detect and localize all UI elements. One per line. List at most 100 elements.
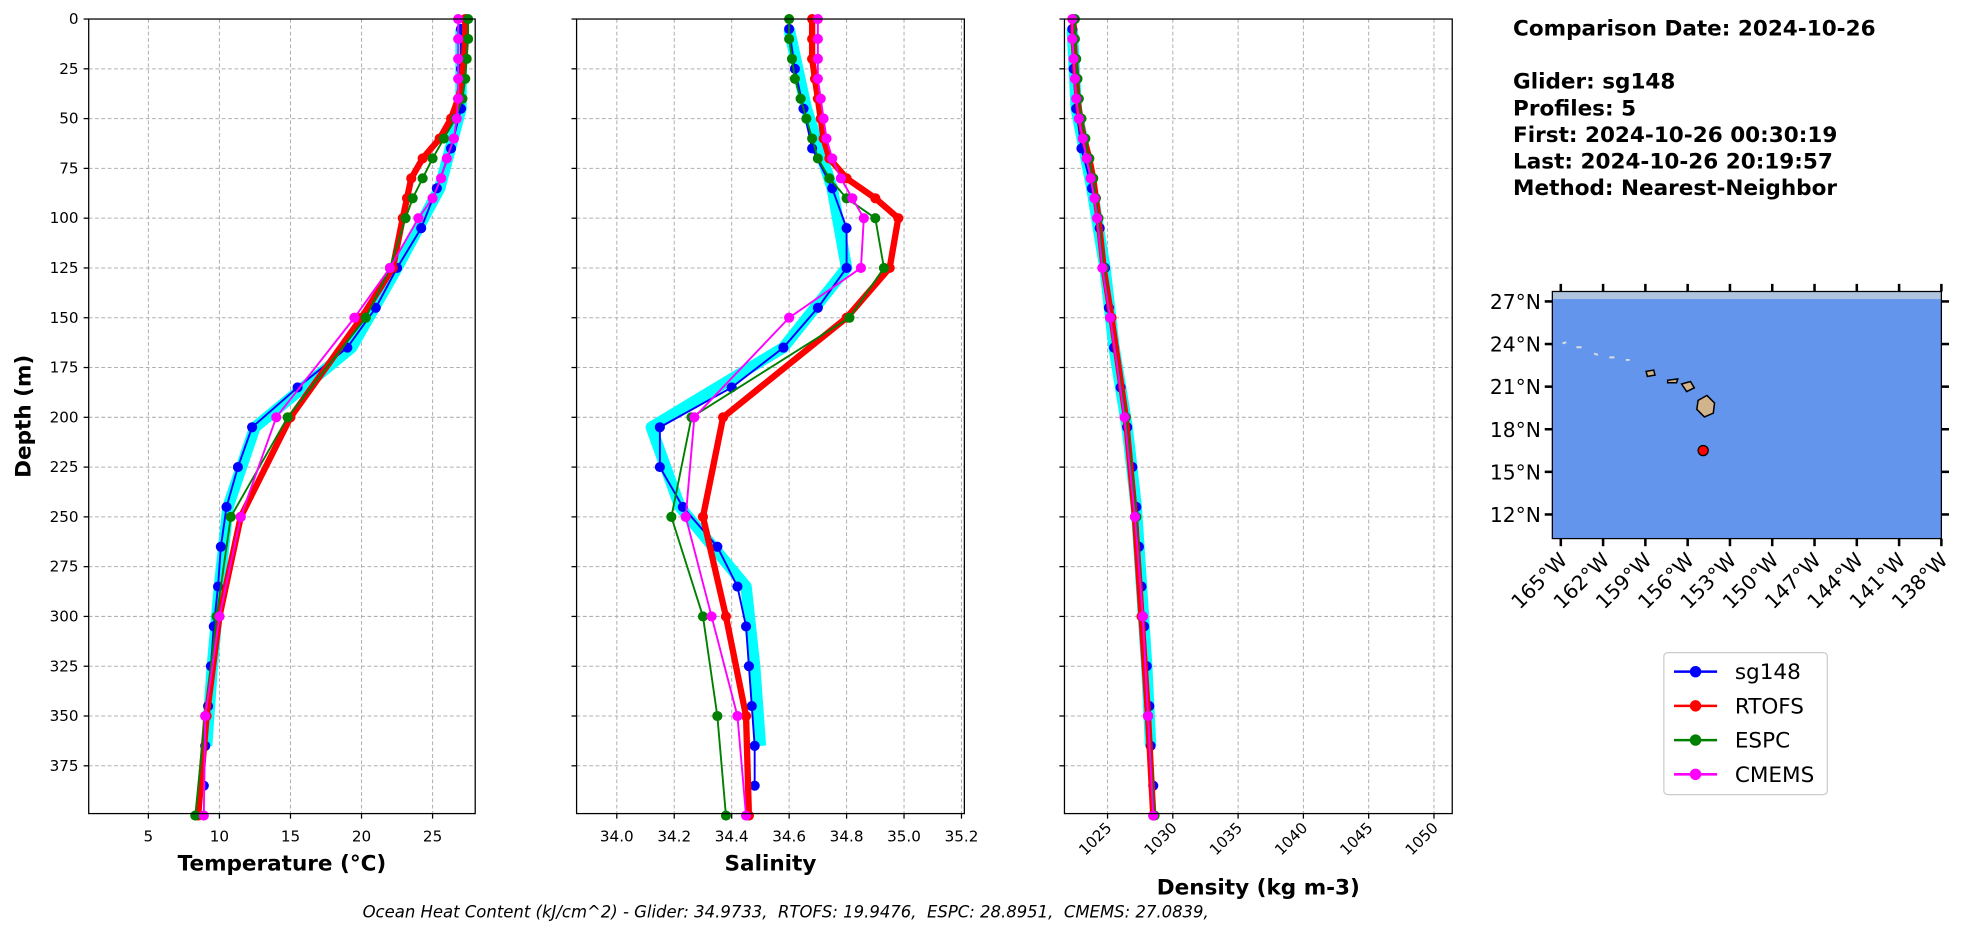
profile-marker [712, 710, 723, 722]
profile-marker [689, 412, 700, 423]
profile-marker [225, 511, 236, 522]
y-tick-label: 150 [50, 309, 79, 327]
profile-marker [292, 382, 303, 393]
x-tick-label: 34.2 [657, 827, 691, 845]
y-tick-label: 27°N [1490, 290, 1541, 314]
y-tick-label: 21°N [1490, 375, 1541, 399]
profile-marker [1137, 611, 1148, 622]
profile-marker [720, 810, 732, 821]
profile-marker [746, 700, 757, 712]
legend-marker [1689, 700, 1702, 712]
info-line: Glider: sg148 [1513, 70, 1675, 95]
profile-marker [878, 262, 889, 274]
profile-marker [407, 193, 418, 204]
y-tick-label: 225 [50, 458, 79, 476]
profile-marker [235, 511, 246, 522]
profile-marker [1085, 173, 1096, 184]
plot-area [1066, 13, 1160, 821]
profile-marker [870, 213, 881, 224]
axes-frame [1063, 18, 1453, 815]
profile-marker [740, 710, 752, 722]
profile-marker [1077, 133, 1088, 144]
profile-marker [697, 511, 709, 522]
x-axis-label: Density (kg m-3) [1157, 876, 1360, 901]
profile-marker [784, 33, 795, 45]
profile-marker [824, 173, 835, 184]
plot-area [645, 13, 904, 821]
info-line: First: 2024-10-26 00:30:19 [1513, 123, 1837, 148]
x-axis-label: Salinity [725, 852, 817, 877]
x-tick-label: 5 [144, 827, 154, 845]
profile-marker [732, 581, 743, 592]
profile-marker [789, 73, 800, 84]
info-block: Comparison Date: 2024-10-26 Glider: sg14… [1513, 17, 1876, 202]
profile-marker [1129, 511, 1141, 522]
y-tick-label: 200 [50, 408, 79, 426]
x-tick-label: 10 [210, 827, 229, 845]
legend: sg148 RTOFS ESPC CMEMS [1663, 652, 1828, 796]
legend-frame [1663, 652, 1828, 796]
profile-marker [778, 342, 789, 353]
y-tick-label: 375 [50, 757, 79, 775]
profile-marker [812, 153, 823, 164]
profile-marker [677, 501, 688, 512]
profile-marker [451, 113, 462, 124]
y-tick-label: 24°N [1490, 333, 1541, 357]
profile-marker [463, 33, 474, 45]
profile-marker [844, 312, 855, 323]
profile-marker [740, 810, 752, 821]
x-tick-label: 35.0 [887, 827, 921, 845]
island [1696, 394, 1716, 418]
y-tick-label: 18°N [1490, 418, 1541, 442]
profile-marker [416, 223, 427, 234]
profile-marker [271, 412, 282, 423]
y-tick-label: 12°N [1490, 503, 1541, 527]
profile-marker [1071, 93, 1082, 104]
glider-position [1697, 444, 1709, 457]
y-tick-label: 15°N [1490, 460, 1541, 484]
profile-marker [453, 93, 464, 104]
profile-marker [841, 262, 852, 274]
y-tick-label: 125 [50, 259, 79, 277]
axes-frame [88, 18, 476, 815]
y-tick-label: 50 [59, 110, 78, 128]
y-tick-label: 350 [50, 707, 79, 725]
y-tick-label: 100 [50, 209, 79, 227]
legend-marker [1689, 734, 1702, 746]
x-tick-label: 34.8 [830, 827, 864, 845]
axes-frame [575, 18, 965, 815]
map-frame [1551, 290, 1943, 540]
profile-marker [1081, 153, 1092, 164]
profile-marker [413, 213, 424, 224]
profile-marker [1105, 312, 1116, 323]
profile-marker [821, 133, 832, 144]
profile-marker [1068, 53, 1079, 64]
y-tick-label: 0 [69, 10, 79, 28]
y-tick-label: 25 [59, 60, 78, 78]
profile-marker [812, 33, 823, 45]
profile-marker [654, 462, 665, 473]
profile-marker [1069, 73, 1080, 84]
profile-marker [858, 213, 869, 224]
x-tick-label: 20 [352, 827, 371, 845]
profile-marker [786, 53, 798, 64]
profile-marker [827, 153, 838, 164]
info-line: Comparison Date: 2024-10-26 [1513, 17, 1876, 42]
island-chain [1562, 341, 1630, 361]
profile-marker [215, 541, 226, 552]
profile-marker [453, 53, 464, 64]
profile-marker [453, 33, 464, 45]
profile-marker [812, 73, 823, 84]
profile-marker [718, 412, 729, 423]
profile-marker [360, 312, 371, 323]
info-line: Last: 2024-10-26 20:19:57 [1513, 150, 1833, 175]
profile-marker [732, 710, 743, 722]
legend-label: ESPC [1735, 729, 1790, 754]
profile-marker [370, 302, 381, 313]
x-tick-label: 34.4 [715, 827, 749, 845]
profile-marker [1089, 193, 1100, 204]
profile-marker [815, 93, 826, 104]
legend-label: CMEMS [1735, 763, 1814, 788]
profile-marker [1148, 810, 1159, 821]
